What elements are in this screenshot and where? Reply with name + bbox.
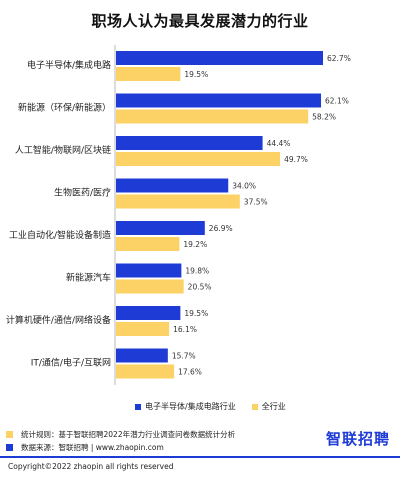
bar-all bbox=[116, 67, 181, 81]
legend-item-all: 全行业 bbox=[251, 401, 286, 412]
bar-chart: 电子半导体/集成电路 62.7% 19.5% 新能源（环保/新能源） 62.1% 58.2… bbox=[6, 45, 351, 385]
footer-stats-rule: 统计规则：基于智联招聘2022年潜力行业调查问卷数据统计分析 bbox=[6, 429, 235, 440]
category-label: 工业自动化/智能设备制造 bbox=[9, 229, 111, 241]
bar-all bbox=[116, 194, 240, 209]
data-label: 37.5% bbox=[244, 198, 268, 207]
data-label: 62.7% bbox=[327, 54, 351, 63]
bar-all bbox=[116, 364, 175, 379]
chart-title: 职场人认为最具发展潜力的行业 bbox=[91, 12, 309, 30]
category-label: 新能源汽车 bbox=[66, 272, 111, 284]
bar-industry bbox=[116, 178, 229, 193]
zhaopin-logo: 智联招聘 bbox=[325, 430, 390, 448]
bar-all bbox=[116, 152, 281, 166]
data-label: 19.2% bbox=[183, 240, 207, 249]
data-label: 19.8% bbox=[185, 267, 209, 276]
data-label: 26.9% bbox=[209, 224, 233, 233]
bar-all bbox=[116, 237, 180, 251]
data-label: 16.1% bbox=[173, 325, 197, 334]
legend-label-industry: 电子半导体/集成电路行业 bbox=[145, 402, 236, 411]
data-label: 19.5% bbox=[184, 70, 208, 79]
bar-industry bbox=[116, 348, 168, 363]
data-label: 49.7% bbox=[284, 155, 308, 164]
footer-divider bbox=[0, 456, 400, 458]
legend-label-all: 全行业 bbox=[261, 402, 286, 411]
category-label: 电子半导体/集成电路 bbox=[27, 59, 111, 71]
category-label: 生物医药/医疗 bbox=[54, 187, 111, 199]
footer-source: 数据来源：智联招聘 | www.zhaopin.com bbox=[6, 442, 164, 453]
category-label: IT/通信/电子/互联网 bbox=[31, 357, 111, 369]
data-label: 44.4% bbox=[267, 139, 291, 148]
stats-rule-marker bbox=[6, 431, 13, 438]
source-text: 数据来源：智联招聘 | www.zhaopin.com bbox=[21, 443, 164, 452]
data-label: 19.5% bbox=[184, 309, 208, 318]
source-marker bbox=[6, 444, 13, 451]
data-label: 15.7% bbox=[172, 352, 196, 361]
chart-legend: 电子半导体/集成电路行业 全行业 bbox=[135, 401, 286, 412]
bar-industry bbox=[116, 263, 182, 278]
bar-all bbox=[116, 109, 309, 124]
category-label: 人工智能/物联网/区块链 bbox=[15, 144, 111, 156]
legend-swatch-all bbox=[251, 403, 258, 410]
legend-swatch-industry bbox=[135, 403, 141, 410]
category-label: 计算机硬件/通信/网络设备 bbox=[6, 314, 111, 326]
bar-industry bbox=[116, 306, 181, 320]
data-label: 58.2% bbox=[312, 113, 336, 122]
bar-industry bbox=[116, 136, 263, 150]
stats-rule-text: 统计规则：基于智联招聘2022年潜力行业调查问卷数据统计分析 bbox=[21, 430, 236, 439]
data-label: 62.1% bbox=[325, 97, 349, 106]
data-label: 34.0% bbox=[232, 182, 256, 191]
category-label: 新能源（环保/新能源） bbox=[18, 102, 111, 114]
bar-all bbox=[116, 279, 184, 294]
legend-item-industry: 电子半导体/集成电路行业 bbox=[135, 401, 236, 412]
bar-industry bbox=[116, 221, 205, 235]
data-label: 20.5% bbox=[188, 283, 212, 292]
data-label: 17.6% bbox=[178, 368, 202, 377]
bar-industry bbox=[116, 93, 322, 108]
bar-all bbox=[116, 322, 170, 336]
bar-industry bbox=[116, 51, 323, 65]
copyright-text: Copyright©2022 zhaopin all rights reserv… bbox=[8, 462, 174, 471]
